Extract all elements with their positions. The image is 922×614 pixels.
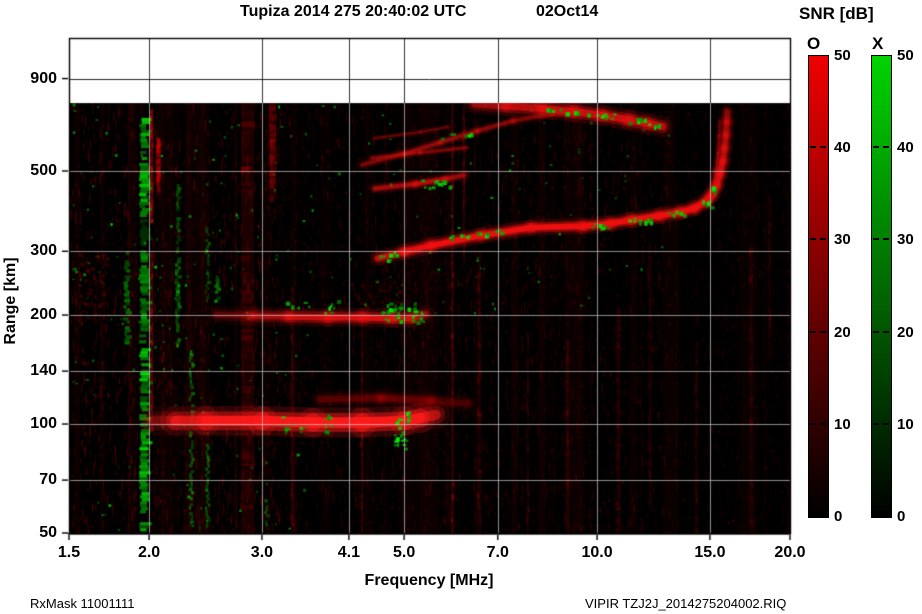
colorbar-tick-dash: [820, 330, 826, 333]
colorbar-x-gradient: [871, 55, 892, 518]
x-tick-label: 20.0: [774, 544, 806, 561]
colorbar-o-gradient: [808, 55, 829, 518]
page-title-date: 02Oct14: [536, 3, 599, 20]
colorbar-tick-label: 40: [897, 139, 914, 157]
colorbar-o-label: O: [807, 34, 821, 53]
x-tick-label: 2.0: [137, 544, 161, 561]
colorbar-x-label: X: [872, 34, 884, 53]
y-tick-label: 70: [39, 471, 57, 489]
y-tick-label: 200: [30, 306, 57, 324]
colorbar-tick-dash: [873, 330, 879, 333]
colorbar-tick-dash: [883, 330, 889, 333]
colorbar-tick-label: 50: [834, 47, 851, 64]
colorbar-tick-label: 50: [897, 47, 914, 64]
y-tick-label: 300: [30, 242, 57, 260]
colorbar-tick-dash: [810, 330, 816, 333]
colorbar-tick-label: 20: [834, 323, 851, 341]
colorbar-tick-dash: [820, 238, 826, 241]
y-tick-label: 140: [30, 362, 57, 380]
y-tick-label: 500: [30, 161, 57, 179]
colorbar-tick-label: 10: [897, 415, 914, 433]
colorbar-tick-label: 40: [834, 139, 851, 157]
x-axis-title: Frequency [MHz]: [364, 572, 494, 589]
colorbar-tick-dash: [883, 238, 889, 241]
colorbar-tick-dash: [810, 238, 816, 241]
x-tick-label: 3.0: [250, 544, 274, 561]
page-title: Tupiza 2014 275 20:40:02 UTC: [240, 3, 467, 20]
y-tick-label: 900: [30, 69, 57, 87]
x-tick-label: 7.0: [486, 544, 509, 561]
colorbar-tick-dash: [820, 422, 826, 425]
colorbar-tick-dash: [873, 238, 879, 241]
colorbar-tick-dash: [810, 422, 816, 425]
y-tick-label: 50: [39, 524, 57, 541]
colorbar-tick-label: 0: [834, 508, 843, 525]
y-tick-label: 100: [30, 415, 57, 433]
x-tick-label: 4.1: [337, 544, 360, 561]
y-axis-title: Range [km]: [2, 257, 19, 345]
colorbar-title: SNR [dB]: [799, 4, 874, 23]
colorbar-tick-dash: [873, 422, 879, 425]
colorbar-tick-label: 30: [897, 231, 914, 249]
colorbar-tick-dash: [820, 146, 826, 149]
x-tick-label: 10.0: [581, 544, 613, 561]
x-tick-label: 1.5: [57, 544, 81, 561]
colorbar-tick-label: 0: [897, 508, 906, 525]
x-tick-label: 15.0: [694, 544, 726, 561]
colorbar-tick-dash: [883, 146, 889, 149]
rxmask-annotation: RxMask 11001111: [30, 596, 135, 611]
colorbar-tick-label: 10: [834, 415, 851, 433]
colorbar-tick-dash: [883, 422, 889, 425]
colorbar-tick-label: 20: [897, 323, 914, 341]
colorbar-tick-dash: [810, 146, 816, 149]
source-file-annotation: VIPIR TZJ2J_2014275204002.RIQ: [585, 596, 787, 611]
colorbar-tick-dash: [873, 146, 879, 149]
x-tick-label: 5.0: [393, 544, 416, 561]
colorbar-tick-label: 30: [834, 231, 851, 249]
